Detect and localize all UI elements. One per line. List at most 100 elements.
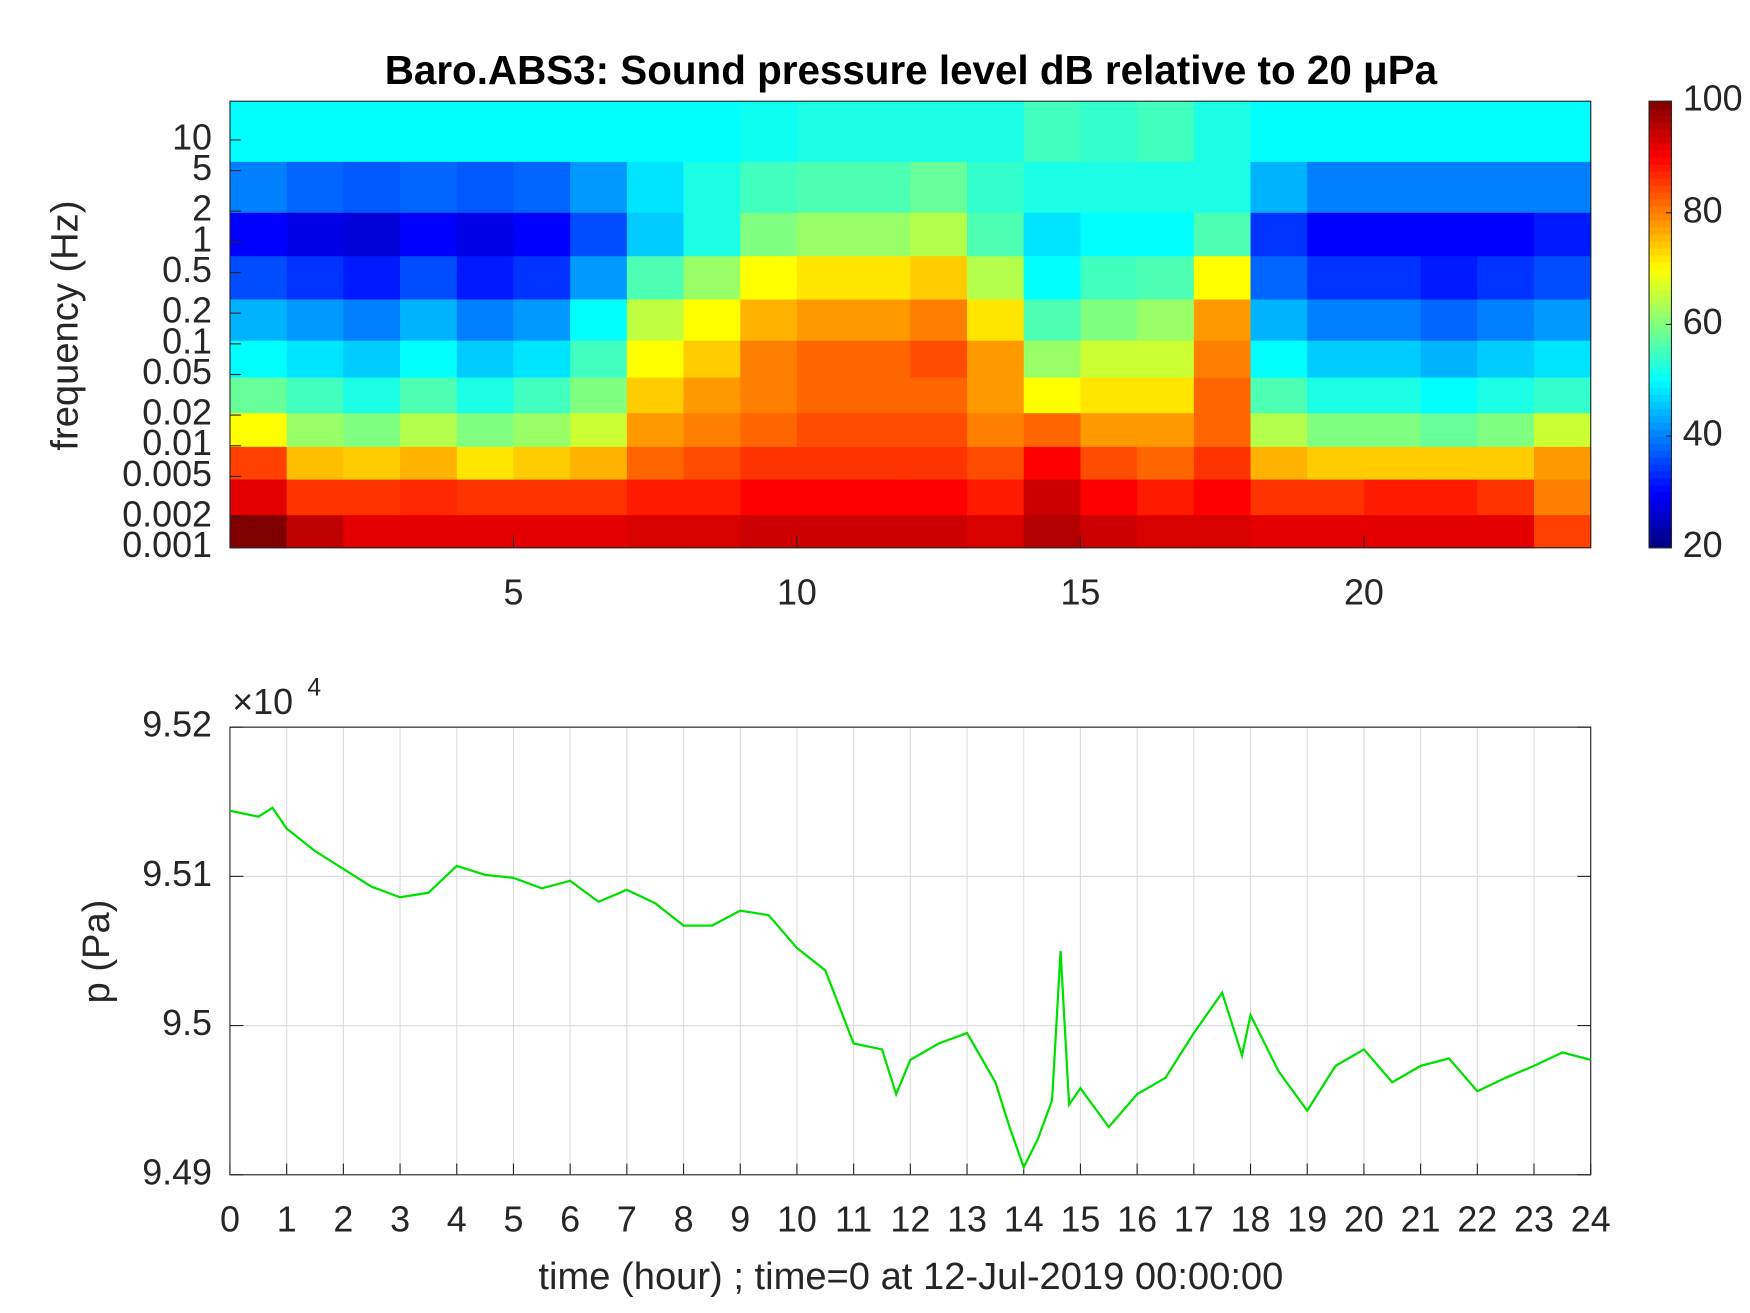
heatmap-cell (1420, 478, 1478, 516)
heatmap-cell (1477, 412, 1535, 447)
colorbar-segment (1649, 310, 1672, 319)
heatmap-cell (1023, 446, 1082, 480)
heatmap-cell (910, 478, 968, 516)
heatmap-cell (400, 478, 458, 516)
heatmap-cell (1023, 478, 1082, 516)
y-axis-label: frequency (Hz) (43, 201, 86, 451)
x-tick-label: 9 (730, 1199, 750, 1239)
heatmap-cell (1080, 298, 1138, 341)
x-tick-label: 18 (1231, 1199, 1271, 1239)
heatmap-cell (1137, 514, 1195, 549)
heatmap-cell (570, 514, 628, 549)
colorbar-segment (1649, 373, 1672, 381)
x-tick-label: 6 (560, 1199, 580, 1239)
heatmap-cell (910, 339, 968, 378)
heatmap-cell (1080, 161, 1138, 213)
heatmap-cell (1363, 339, 1422, 378)
colorbar-segment (1649, 533, 1672, 542)
colorbar-segment (1649, 477, 1672, 486)
heatmap-cell (967, 412, 1025, 447)
heatmap-cell (1534, 478, 1592, 516)
colorbar-segment (1649, 177, 1672, 186)
heatmap-cell (570, 478, 628, 516)
colorbar-segment (1649, 526, 1672, 535)
heatmap-cell (1080, 446, 1138, 480)
heatmap-cell (1137, 376, 1195, 414)
y-tick-label: 9.5 (162, 1003, 212, 1043)
heatmap-cell (343, 101, 401, 162)
heatmap-cell (513, 101, 571, 162)
heatmap-cell (1307, 412, 1365, 447)
heatmap-cell (229, 412, 288, 447)
colorbar-segment (1649, 366, 1672, 374)
x-axis-label: time (hour) ; time=0 at 12-Jul-2019 00:0… (538, 1255, 1283, 1298)
colorbar-segment (1649, 512, 1672, 521)
heatmap-cell (967, 298, 1025, 341)
heatmap-cell (740, 255, 798, 300)
x-tick-label: 11 (835, 1199, 872, 1239)
heatmap-cell (1307, 376, 1365, 414)
heatmap-cell (513, 478, 571, 516)
heatmap-cell (910, 161, 968, 213)
x-tick-label: 22 (1457, 1199, 1497, 1239)
heatmap-cell (1534, 298, 1592, 341)
y-tick-label: 2 (192, 189, 212, 229)
heatmap-cell (853, 376, 912, 414)
heatmap-cell (967, 255, 1025, 300)
colorbar-segment (1649, 101, 1672, 109)
heatmap-cell (740, 514, 798, 549)
heatmap-cell (740, 298, 798, 341)
colorbar-segment (1649, 150, 1672, 158)
y-tick-label: 9.52 (142, 705, 212, 745)
heatmap-cell (513, 339, 571, 378)
heatmap-cell (1250, 101, 1308, 162)
heatmap-cell (1023, 514, 1082, 549)
heatmap-cell (853, 478, 912, 516)
heatmap-cell (626, 446, 685, 480)
y-tick-label: 0.02 (142, 393, 212, 433)
heatmap-cell (456, 161, 515, 213)
heatmap-cell (1307, 101, 1365, 162)
heatmap-cell (626, 478, 685, 516)
x-tick-label: 5 (503, 572, 523, 612)
colorbar-segment (1649, 191, 1672, 200)
heatmap-cell (1137, 101, 1195, 162)
colorbar-tick-label: 100 (1683, 79, 1743, 119)
heatmap-cell (1534, 101, 1592, 162)
colorbar-segment (1649, 122, 1672, 130)
x-tick-label: 23 (1514, 1199, 1554, 1239)
heatmap-cell (570, 161, 628, 213)
heatmap-cell (1137, 212, 1195, 257)
heatmap-cell (740, 339, 798, 378)
heatmap-cell (1534, 255, 1592, 300)
heatmap-cell (570, 376, 628, 414)
heatmap-cell (1477, 161, 1535, 213)
heatmap-cell (910, 514, 968, 549)
heatmap-cell (626, 161, 685, 213)
heatmap-cell (456, 339, 515, 378)
heatmap-cell (626, 298, 685, 341)
heatmap-cell (456, 212, 515, 257)
heatmap-cell (513, 255, 571, 300)
heatmap-cell (1534, 212, 1592, 257)
heatmap-cell (1193, 212, 1252, 257)
heatmap-cell (853, 446, 912, 480)
colorbar-segment (1649, 296, 1672, 305)
heatmap-cell (570, 412, 628, 447)
heatmap-cell (740, 212, 798, 257)
heatmap-cell (626, 376, 685, 414)
heatmap-cell (1137, 161, 1195, 213)
heatmap-cell (456, 376, 515, 414)
heatmap-cell (853, 339, 912, 378)
heatmap-cell (796, 255, 855, 300)
heatmap-cell (570, 339, 628, 378)
heatmap-cell (1193, 255, 1252, 300)
heatmap-cell (1420, 412, 1478, 447)
colorbar-segment (1649, 268, 1672, 277)
heatmap-cell (626, 412, 685, 447)
heatmap-cell (740, 412, 798, 447)
colorbar-tick-label: 20 (1683, 525, 1723, 565)
heatmap-cell (1250, 446, 1308, 480)
heatmap-cell (796, 446, 855, 480)
heatmap-cell (1307, 298, 1365, 341)
